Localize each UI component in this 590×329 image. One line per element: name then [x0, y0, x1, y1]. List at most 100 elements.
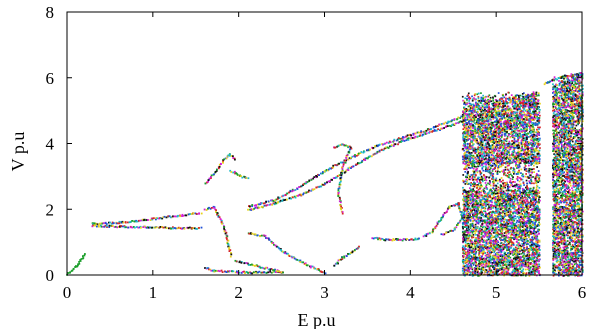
data-point [316, 175, 318, 178]
data-point [521, 194, 523, 196]
data-point [512, 260, 514, 263]
data-point [506, 196, 508, 198]
data-point [507, 145, 509, 147]
data-point [487, 256, 490, 259]
data-point [519, 224, 522, 227]
data-point [532, 94, 535, 97]
data-point [337, 144, 340, 147]
data-point [469, 197, 472, 199]
data-point [325, 169, 328, 171]
data-point [523, 206, 525, 209]
data-point [118, 222, 121, 225]
data-point [440, 127, 443, 130]
data-point [504, 196, 507, 198]
data-point [523, 221, 526, 224]
data-point [478, 152, 480, 155]
data-point [272, 271, 275, 273]
data-point [91, 222, 94, 225]
data-point [513, 148, 515, 151]
data-point [345, 157, 347, 159]
data-point [513, 275, 516, 277]
data-point [524, 225, 527, 228]
data-point [463, 107, 465, 110]
data-point [418, 131, 420, 134]
data-point [462, 111, 464, 114]
data-point [511, 204, 513, 207]
data-point [455, 203, 457, 205]
data-point [495, 232, 498, 234]
data-point [223, 230, 226, 233]
data-point [459, 210, 462, 213]
data-point [247, 271, 249, 274]
data-point [518, 142, 520, 144]
data-point [462, 128, 465, 130]
data-point [290, 197, 292, 200]
data-point [257, 206, 260, 209]
data-point [538, 158, 541, 161]
data-point [525, 157, 527, 160]
data-point [527, 157, 530, 160]
data-point [339, 197, 341, 200]
data-point [497, 223, 500, 225]
data-point [509, 113, 511, 116]
data-point [284, 194, 286, 197]
data-point [471, 134, 474, 137]
data-point [284, 198, 287, 201]
data-point [477, 99, 479, 102]
data-point [507, 252, 510, 254]
data-point [341, 167, 344, 170]
data-point [518, 257, 521, 259]
data-point [253, 207, 256, 210]
data-point [495, 142, 498, 145]
data-point [520, 256, 522, 259]
data-point [503, 253, 506, 255]
data-point [517, 195, 519, 198]
data-point [469, 272, 472, 274]
data-point [110, 222, 113, 225]
data-point [350, 251, 352, 254]
data-point [574, 73, 576, 76]
data-point [343, 256, 346, 259]
data-point [487, 208, 490, 210]
data-point [535, 243, 537, 245]
data-point [283, 199, 286, 201]
data-point [496, 146, 499, 149]
data-point [509, 98, 511, 101]
data-point [491, 258, 493, 261]
data-point [213, 173, 215, 176]
data-point [523, 257, 526, 260]
data-point [478, 156, 481, 159]
data-point [499, 160, 502, 162]
data-point [518, 112, 521, 115]
data-point [470, 216, 473, 218]
data-point [519, 128, 522, 131]
data-point [228, 245, 231, 248]
data-point [475, 220, 477, 222]
data-points [66, 72, 584, 277]
data-point [527, 160, 529, 163]
data-point [519, 100, 522, 102]
data-point [515, 163, 518, 166]
data-point [471, 239, 473, 242]
data-point [529, 135, 531, 138]
data-point [334, 146, 337, 149]
data-point [368, 155, 371, 158]
data-point [467, 206, 469, 209]
data-point [467, 190, 469, 193]
data-point [459, 209, 461, 211]
data-point [384, 239, 387, 242]
data-point [525, 179, 528, 182]
data-point [464, 108, 466, 111]
data-point [296, 188, 299, 190]
data-point [266, 204, 269, 206]
data-point [464, 248, 467, 250]
data-point [299, 193, 302, 196]
data-point [345, 144, 347, 147]
data-point [522, 149, 524, 151]
data-point [524, 132, 526, 134]
data-point [480, 122, 483, 124]
data-point [513, 156, 516, 159]
data-point [265, 204, 268, 207]
data-point [480, 124, 483, 127]
data-point [530, 151, 533, 153]
